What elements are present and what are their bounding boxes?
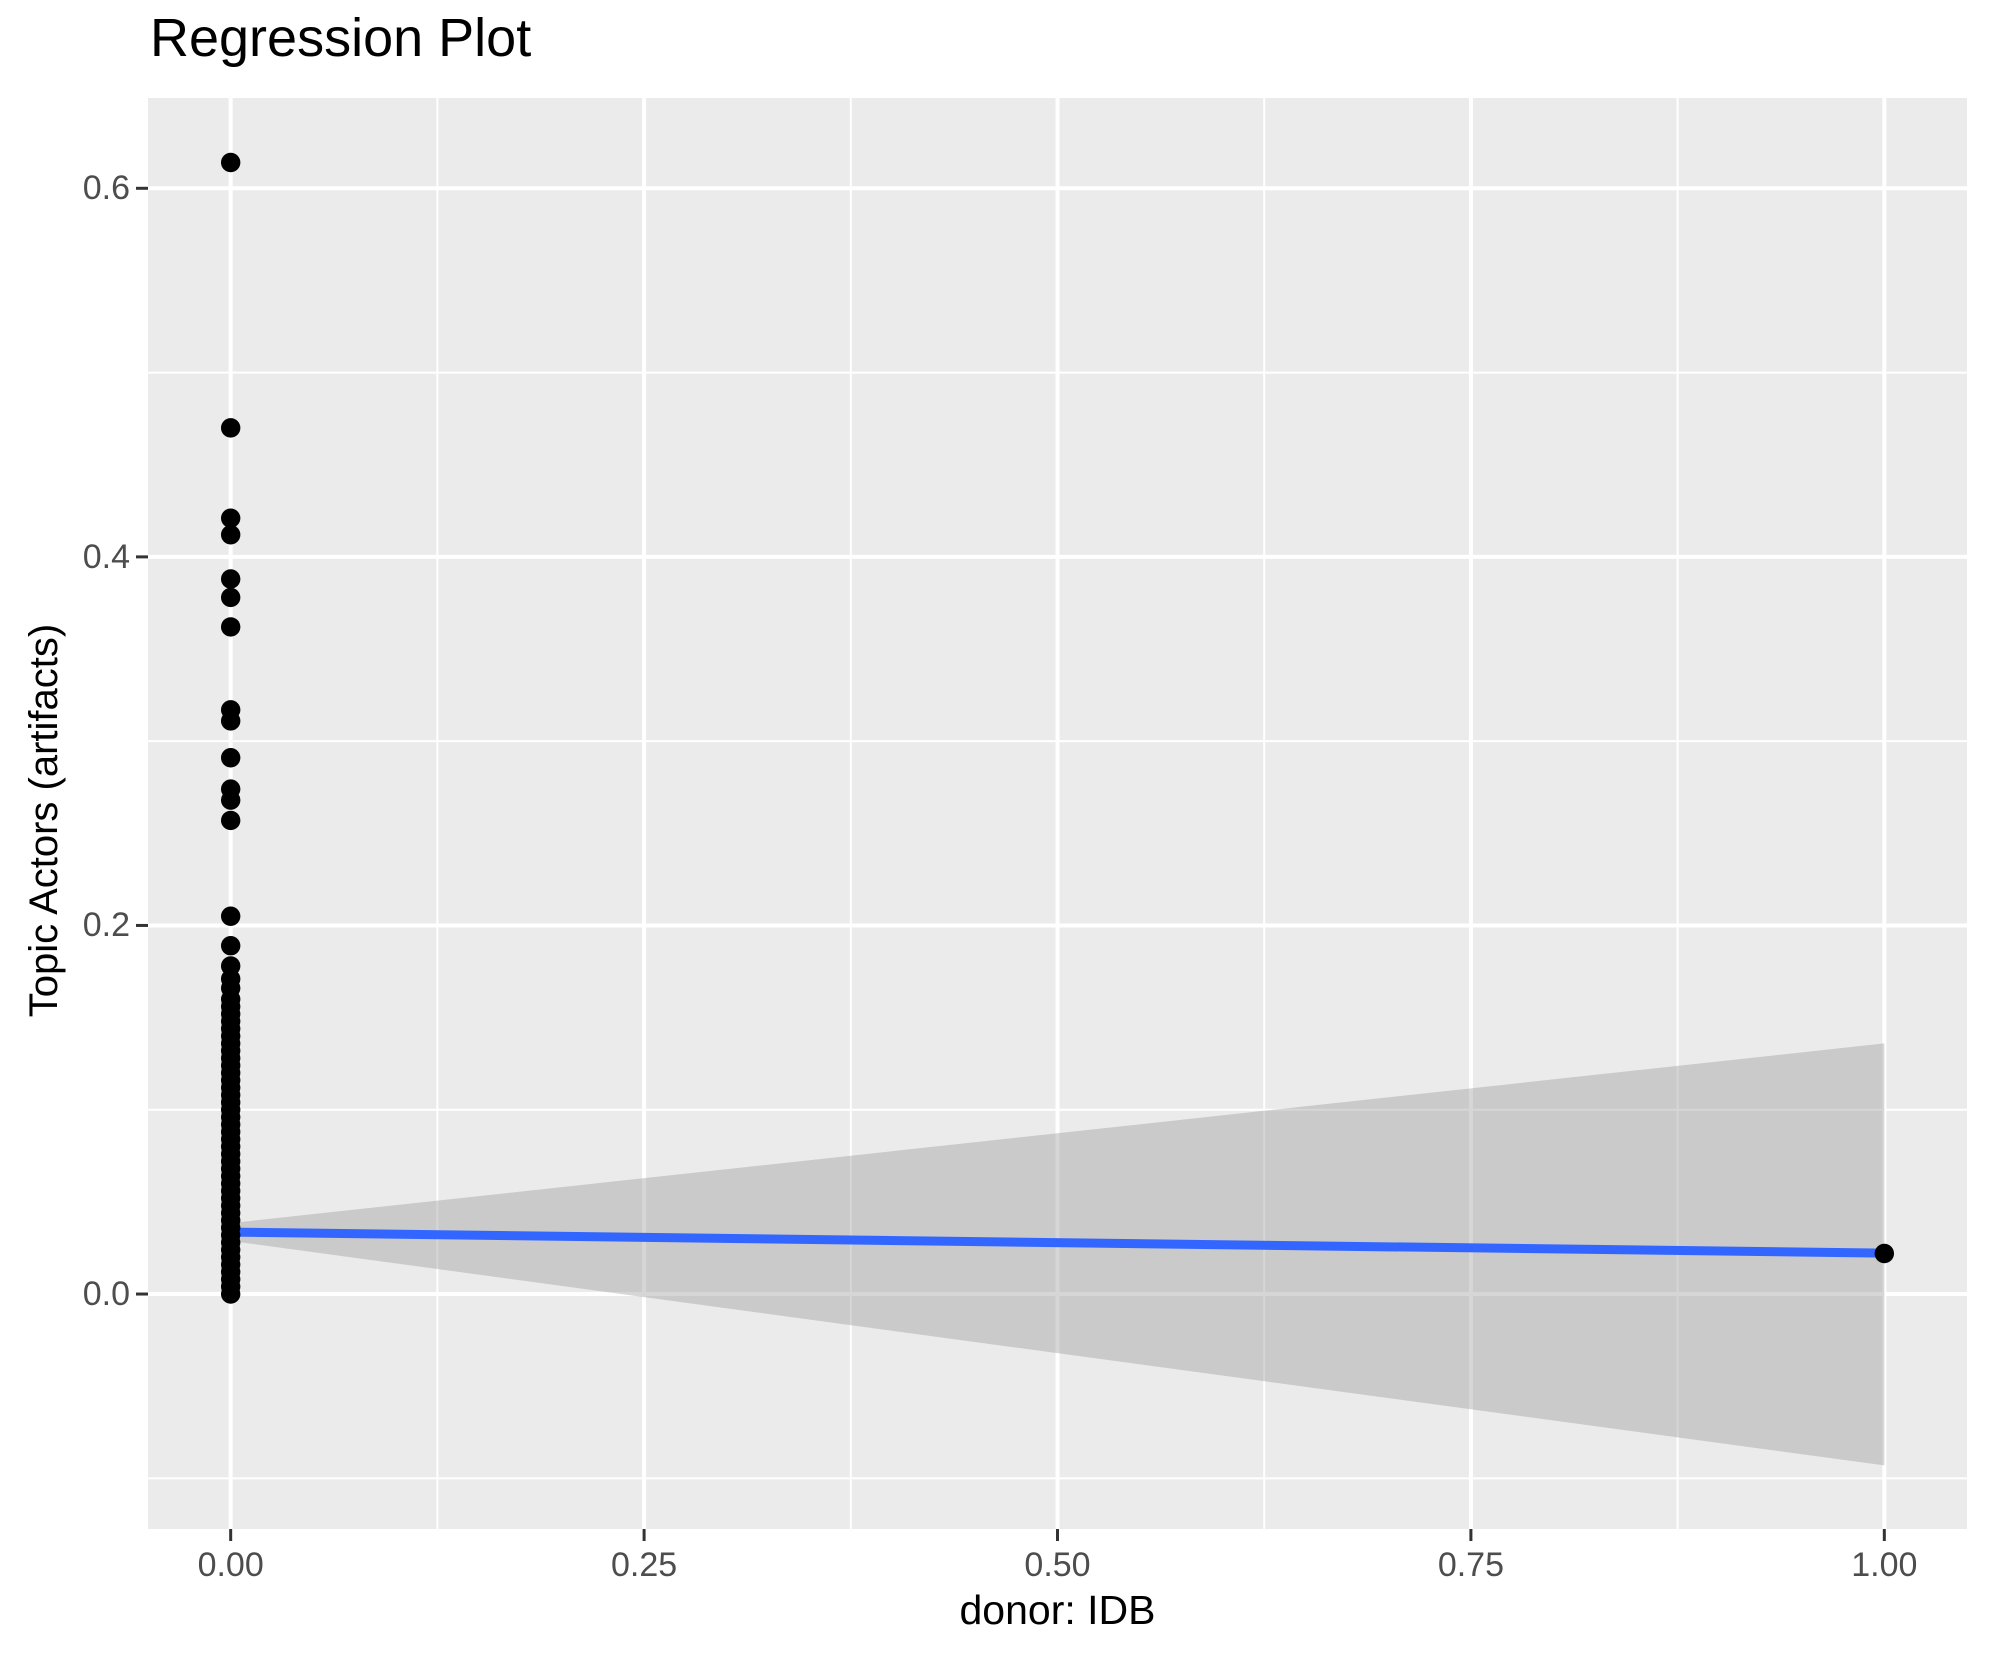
x-tick-label: 0.25 xyxy=(610,1546,678,1584)
scatter-point xyxy=(220,1284,241,1304)
y-tick-label: 0.4 xyxy=(82,537,130,576)
scatter-point xyxy=(220,711,241,731)
x-tick-label: 0.50 xyxy=(1024,1546,1091,1584)
scatter-point xyxy=(220,525,241,545)
scatter-point xyxy=(220,906,241,926)
scatter-point xyxy=(220,418,241,438)
scatter-point xyxy=(220,569,241,589)
x-tick-label: 0.75 xyxy=(1437,1546,1504,1584)
plot-title: Regression Plot xyxy=(150,8,532,68)
scatter-point xyxy=(220,152,241,173)
x-axis-title: donor: IDB xyxy=(959,1587,1156,1633)
y-tick-label: 0.0 xyxy=(82,1275,130,1314)
regression-line xyxy=(230,1227,1885,1258)
scatter-point xyxy=(1874,1243,1895,1264)
scatter-point xyxy=(220,587,241,608)
scatter-point xyxy=(220,508,241,528)
x-tick-label: 0.00 xyxy=(197,1546,264,1584)
scatter-point xyxy=(220,790,241,810)
scatter-point xyxy=(220,936,241,956)
scatter-point xyxy=(220,748,241,768)
y-tick-label: 0.2 xyxy=(82,906,130,945)
x-tick-label: 1.00 xyxy=(1851,1546,1918,1584)
scatter-point xyxy=(220,617,241,637)
confidence-band xyxy=(230,1043,1885,1466)
y-tick-label: 0.6 xyxy=(82,169,130,208)
scatter-point xyxy=(220,810,241,831)
